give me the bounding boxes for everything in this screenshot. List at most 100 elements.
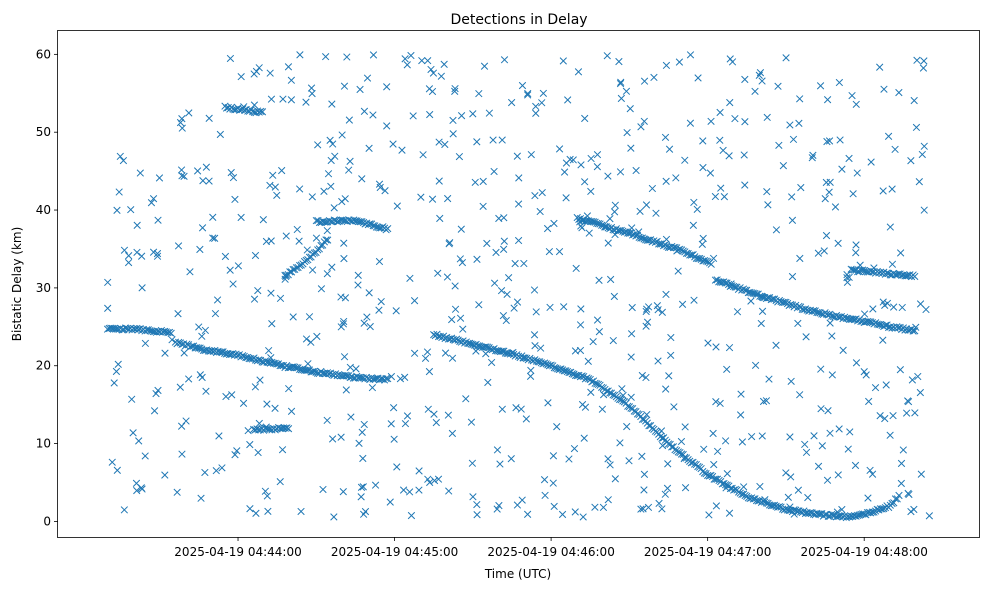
detection-marker [899,446,907,454]
detection-marker [150,407,159,415]
detection-marker [603,52,611,60]
detection-marker [500,237,508,245]
detection-marker [606,389,614,397]
detection-marker [888,185,896,193]
detection-marker [173,488,181,496]
detection-marker [430,410,438,418]
detection-marker [784,493,792,501]
detection-marker [564,96,572,104]
detection-marker [418,56,426,65]
detection-marker [271,404,279,412]
detection-marker [527,366,535,375]
detection-marker [500,214,508,222]
detection-marker [658,434,666,442]
detection-marker [835,78,844,87]
detection-marker [153,249,162,258]
detection-marker [741,286,749,294]
detection-marker [114,360,122,368]
detection-marker [623,128,631,137]
detection-marker [674,448,682,456]
detection-marker [681,423,689,431]
detection-marker [365,289,373,297]
detection-marker [268,320,276,328]
detection-marker [686,119,695,127]
detection-marker [825,188,833,196]
detection-marker [707,117,715,126]
detection-marker [267,289,275,297]
detection-marker [816,82,825,90]
detection-marker [711,192,720,201]
detection-marker [153,252,162,260]
detection-marker [758,432,766,440]
detection-marker [747,432,756,441]
detection-marker [487,358,496,367]
detection-marker [255,108,263,116]
detection-marker [337,323,345,331]
detection-marker [186,268,194,276]
detection-marker [195,323,203,331]
detection-marker [198,332,206,340]
detection-marker [308,266,317,274]
detection-marker [346,363,354,372]
detection-marker [231,451,239,459]
detection-marker [448,429,457,438]
detection-marker [747,297,755,305]
detection-marker [626,105,634,113]
detection-marker [689,221,698,229]
detection-marker [282,232,290,240]
detection-marker [762,499,771,507]
detection-marker [213,296,222,304]
detection-marker [401,419,410,428]
detection-marker [532,109,540,117]
detection-marker [492,248,500,257]
detection-marker [803,306,811,314]
detection-marker [642,201,651,209]
detection-marker [774,503,782,511]
detection-marker [606,215,614,223]
detection-marker [719,146,727,155]
detection-marker [879,336,887,344]
detection-marker [532,102,540,111]
detection-marker [593,151,602,159]
detection-marker [693,205,701,213]
detection-marker [201,326,210,335]
detection-marker [473,511,481,519]
detection-marker [737,390,745,398]
detection-marker [640,470,649,478]
detection-marker [133,248,141,257]
detection-marker [897,459,906,468]
detection-marker [265,346,273,355]
detection-marker [644,303,653,311]
detection-marker [917,470,925,478]
detection-marker [686,51,695,59]
detection-marker [267,95,276,103]
detection-marker [891,145,899,154]
detection-marker [193,344,201,352]
detection-marker [357,493,365,501]
detection-marker [615,57,623,66]
detection-marker [796,95,804,103]
detection-marker [860,310,869,318]
detection-marker [782,469,790,477]
detection-marker [610,292,618,301]
detection-marker [580,434,588,442]
detection-marker [628,303,636,312]
detection-marker [407,51,415,60]
detection-marker [441,140,449,149]
detection-marker [772,226,781,234]
detection-marker [176,118,185,127]
detection-marker [710,475,718,483]
detection-marker [302,98,310,106]
detection-marker [578,224,586,232]
detection-marker [530,286,539,294]
detection-marker [823,96,832,104]
detection-marker [599,503,608,512]
detection-marker [405,488,414,496]
detection-marker [662,385,670,393]
detection-marker [215,432,223,440]
detection-marker [721,437,730,445]
detection-marker [671,446,679,454]
detection-marker [538,99,546,107]
detection-marker [303,246,311,254]
detection-marker [898,303,906,312]
